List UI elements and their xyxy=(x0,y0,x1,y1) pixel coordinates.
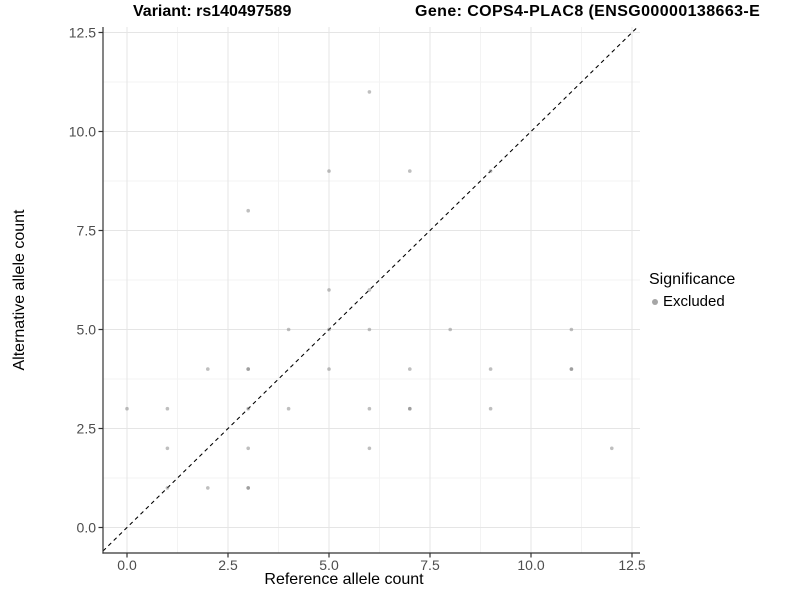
y-tick-label: 12.5 xyxy=(69,25,96,41)
data-point xyxy=(488,169,493,173)
legend-item-excluded: Excluded xyxy=(649,293,735,310)
legend-item-label: Excluded xyxy=(663,293,725,310)
data-point xyxy=(125,406,129,411)
y-tick-label: 7.5 xyxy=(77,223,97,239)
data-point xyxy=(408,406,412,411)
x-tick-label: 7.5 xyxy=(420,557,440,573)
data-point xyxy=(488,367,493,371)
data-point xyxy=(569,327,574,332)
data-point xyxy=(569,367,574,371)
x-tick-label: 0.0 xyxy=(117,557,137,573)
data-point xyxy=(367,406,372,411)
data-point xyxy=(327,169,331,173)
data-point xyxy=(246,208,250,213)
data-point xyxy=(367,327,372,332)
data-point xyxy=(206,486,210,490)
plot-title-variant: Variant: rs140497589 xyxy=(133,3,292,20)
data-point xyxy=(610,446,614,451)
data-point xyxy=(408,367,412,371)
x-tick-label: 10.0 xyxy=(517,557,544,573)
data-point xyxy=(206,367,210,371)
data-point xyxy=(246,406,250,411)
data-point xyxy=(488,406,493,411)
data-point xyxy=(246,486,250,490)
data-point xyxy=(448,327,453,332)
y-tick-label: 10.0 xyxy=(69,124,96,140)
legend: Significance Excluded xyxy=(649,271,735,310)
data-point xyxy=(165,486,170,490)
legend-title: Significance xyxy=(649,271,736,288)
data-point xyxy=(327,327,331,332)
data-point xyxy=(367,288,372,292)
data-point xyxy=(408,169,412,173)
data-point xyxy=(165,406,170,411)
data-point xyxy=(165,446,170,451)
data-point xyxy=(286,327,291,332)
data-point xyxy=(246,446,250,451)
y-axis-title: Alternative allele count xyxy=(11,209,28,371)
data-point xyxy=(286,406,291,411)
y-tick-label: 2.5 xyxy=(77,421,97,437)
y-tick-label: 0.0 xyxy=(77,520,97,536)
data-point xyxy=(367,446,372,451)
legend-point-icon xyxy=(652,298,658,305)
x-axis-title: Reference allele count xyxy=(264,571,424,588)
x-tick-label: 12.5 xyxy=(618,557,645,573)
x-tick-label: 5.0 xyxy=(319,557,339,573)
x-tick-label: 2.5 xyxy=(218,557,238,573)
data-point xyxy=(367,90,372,94)
data-point xyxy=(327,367,331,371)
identity-dashed-line xyxy=(102,26,638,552)
plot-title-gene: Gene: COPS4-PLAC8 (ENSG00000138663-E xyxy=(415,3,761,20)
data-point xyxy=(327,288,331,292)
data-point xyxy=(246,367,250,371)
y-tick-label: 5.0 xyxy=(77,322,97,338)
